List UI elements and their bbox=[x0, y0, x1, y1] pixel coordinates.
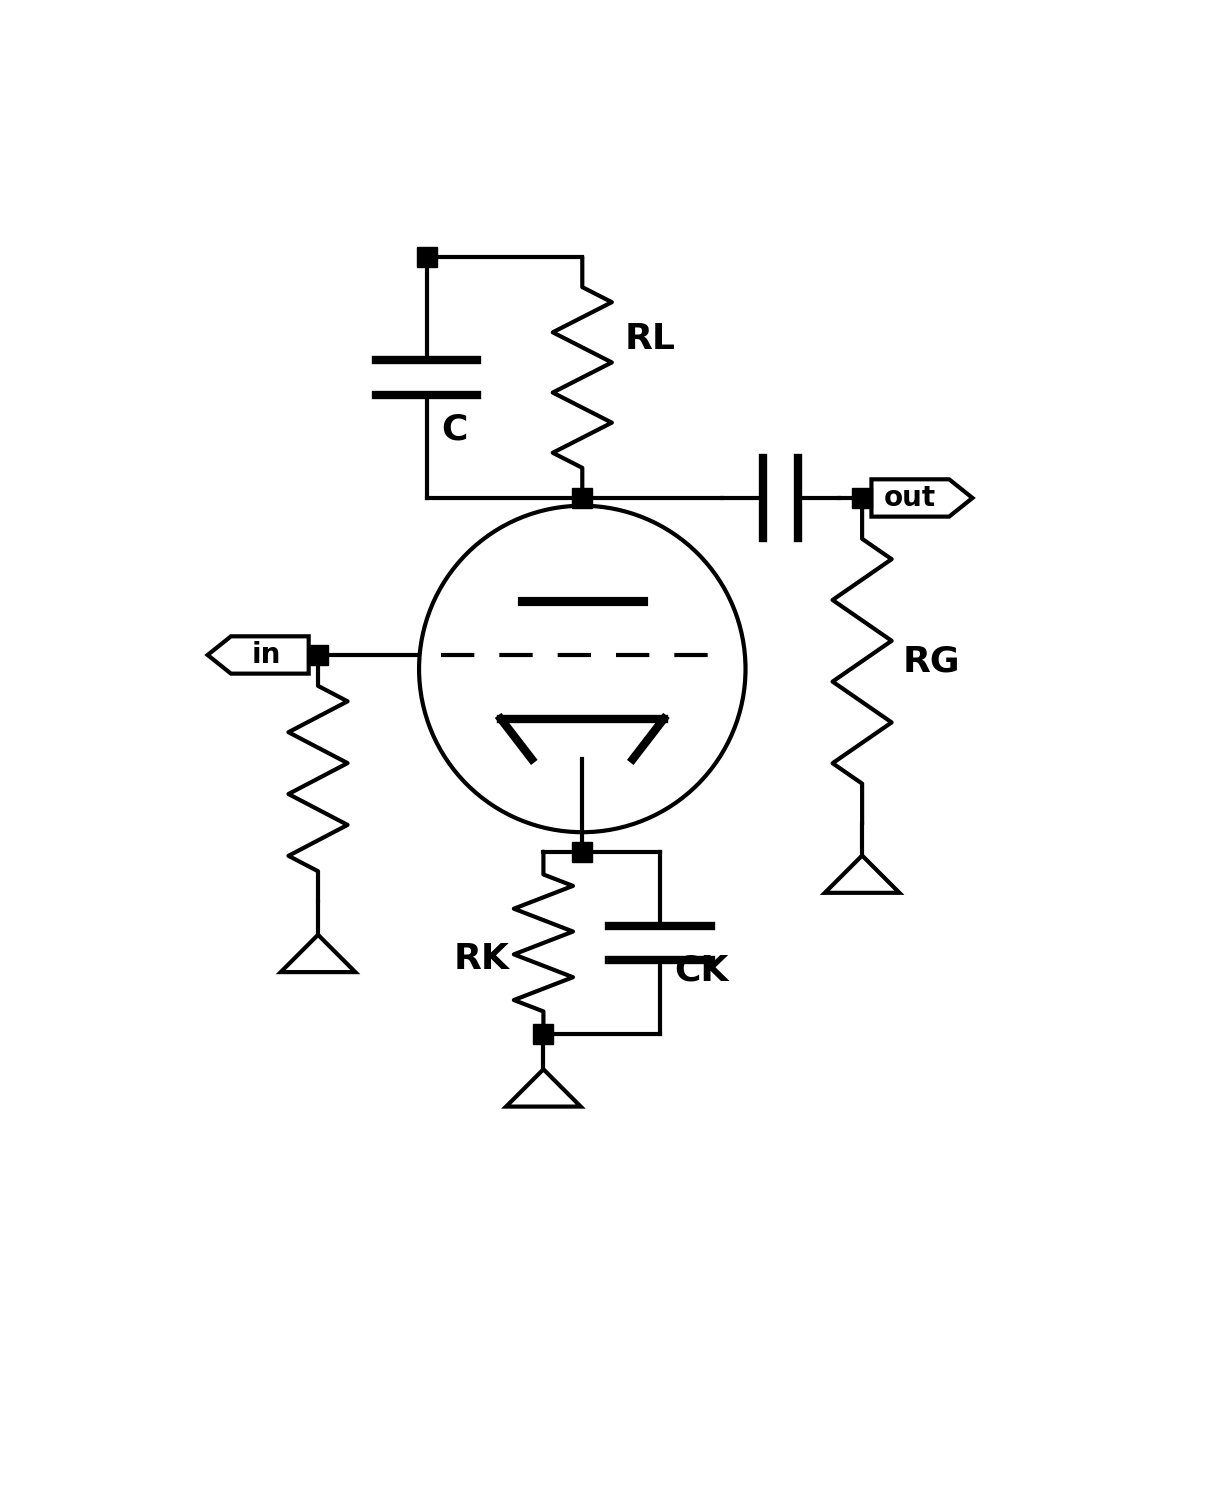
Text: RG: RG bbox=[903, 644, 960, 678]
Text: in: in bbox=[251, 641, 281, 669]
Text: RL: RL bbox=[625, 321, 676, 356]
Polygon shape bbox=[207, 636, 309, 674]
Text: C: C bbox=[441, 412, 467, 447]
Text: out: out bbox=[885, 484, 937, 512]
Polygon shape bbox=[871, 480, 972, 517]
Text: RK: RK bbox=[454, 941, 510, 976]
Text: CK: CK bbox=[674, 953, 728, 988]
